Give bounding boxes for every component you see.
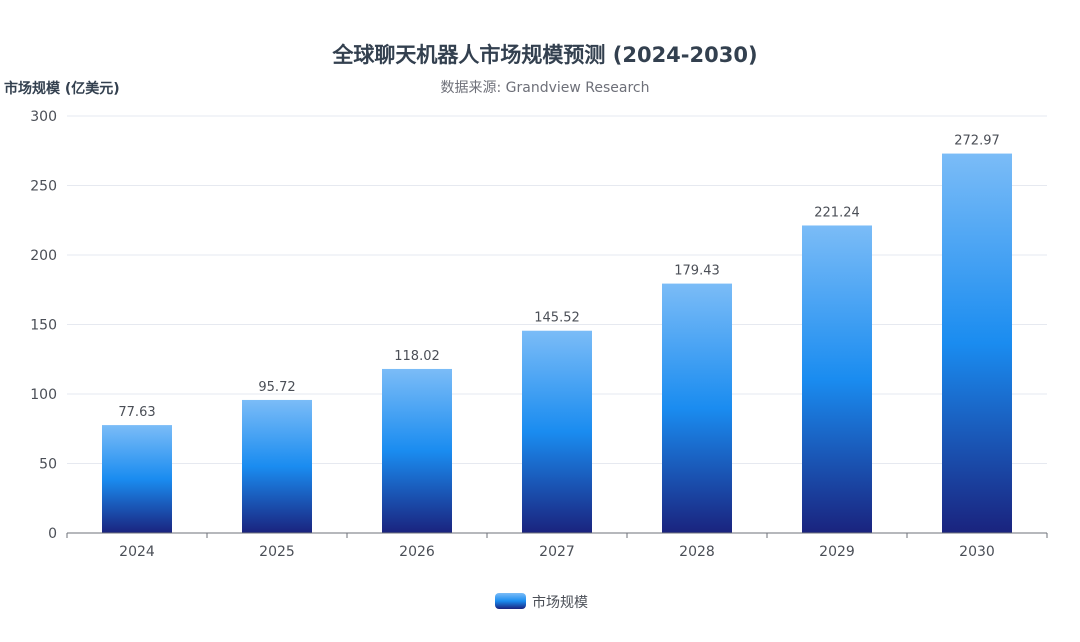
bar-2029[interactable] <box>802 225 872 534</box>
bar-2028[interactable] <box>662 283 732 533</box>
chart-subtitle: 数据来源: Grandview Research <box>440 80 649 96</box>
bar-2030[interactable] <box>942 153 1012 533</box>
x-tick-label-2027: 2027 <box>539 544 575 560</box>
y-axis-title: 市场规模 (亿美元) <box>4 80 120 97</box>
x-tick-label-2024: 2024 <box>119 544 155 560</box>
bar-value-label-2025: 95.72 <box>258 380 295 395</box>
bar-series <box>102 153 1012 534</box>
legend-label[interactable]: 市场规模 <box>532 594 588 611</box>
x-tick-label-2030: 2030 <box>959 544 995 560</box>
bar-2025[interactable] <box>242 399 312 533</box>
x-tick-label-2029: 2029 <box>819 544 855 560</box>
y-axis-ticks: 0 50 100 150 200 250 300 <box>30 109 57 542</box>
y-tick-label: 50 <box>39 457 57 473</box>
y-tick-label: 150 <box>30 318 57 334</box>
x-axis: 2024 2025 2026 2027 2028 2029 2030 <box>66 532 1048 560</box>
legend[interactable]: 市场规模 <box>495 593 588 611</box>
grid-lines <box>67 115 1047 464</box>
x-tick-label-2026: 2026 <box>399 544 435 560</box>
bar-2026[interactable] <box>382 368 452 533</box>
bar-2027[interactable] <box>522 330 592 533</box>
y-tick-label: 200 <box>30 248 57 264</box>
bar-2024[interactable] <box>102 425 172 533</box>
bar-value-label-2029: 221.24 <box>814 205 860 220</box>
y-tick-label: 0 <box>48 526 57 542</box>
bar-value-label-2027: 145.52 <box>534 311 580 326</box>
y-tick-label: 100 <box>30 387 57 403</box>
y-tick-label: 300 <box>30 109 57 125</box>
x-tick-label-2028: 2028 <box>679 544 715 560</box>
chart-title: 全球聊天机器人市场规模预测 (2024-2030) <box>331 43 757 67</box>
y-tick-label: 250 <box>30 179 57 195</box>
x-tick-label-2025: 2025 <box>259 544 295 560</box>
legend-swatch[interactable] <box>495 593 526 609</box>
bar-value-label-2024: 77.63 <box>118 405 155 420</box>
bar-value-labels: 77.63 95.72 118.02 145.52 179.43 221.24 272.97 <box>118 134 999 421</box>
bar-value-label-2028: 179.43 <box>674 264 720 279</box>
bar-value-label-2026: 118.02 <box>394 349 440 364</box>
bar-value-label-2030: 272.97 <box>954 134 1000 149</box>
